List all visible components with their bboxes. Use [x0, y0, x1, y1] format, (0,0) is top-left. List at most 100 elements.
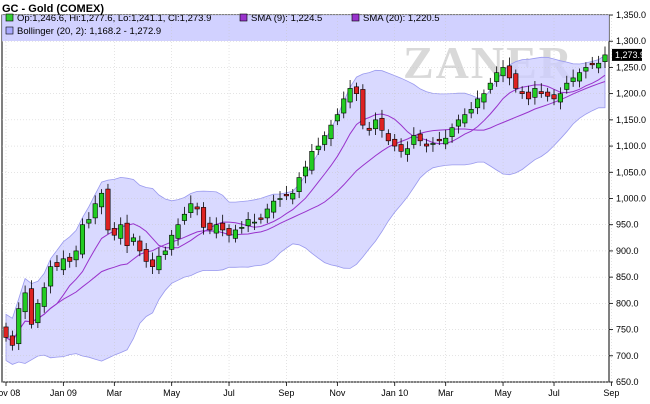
candle	[424, 138, 430, 153]
candle	[532, 81, 538, 105]
candle	[99, 189, 105, 215]
legend-item: SMA (20): 1,220.5	[351, 13, 440, 24]
x-tick-label: Jul	[548, 388, 560, 398]
candle-body	[41, 287, 47, 307]
candle	[468, 102, 474, 119]
x-tick-label: Mar	[438, 388, 454, 398]
candle-body	[73, 250, 79, 261]
candle-body	[60, 258, 66, 271]
candle-body	[341, 98, 347, 114]
legend-label: Op:1,246.6, Hi:1,277.6, Lo:1,241.1, Cl:1…	[17, 13, 211, 24]
y-tick-label: 850.0	[616, 272, 639, 282]
candle	[487, 77, 493, 94]
sma-9-line	[5, 74, 606, 343]
candle	[462, 108, 468, 128]
candle	[220, 214, 226, 237]
candle	[226, 224, 232, 243]
candle-body	[468, 109, 474, 114]
candle	[551, 89, 557, 106]
candle	[596, 55, 602, 74]
candle	[309, 143, 315, 175]
y-tick-label: 1,100.0	[616, 141, 646, 151]
legend-swatch	[351, 13, 360, 22]
candle	[557, 87, 563, 110]
candle	[124, 214, 130, 254]
candle-body	[22, 292, 28, 313]
candle	[506, 57, 512, 86]
candle	[86, 212, 92, 229]
y-tick-label: 1,350.0	[616, 10, 646, 20]
x-tick-label: Jul	[223, 388, 235, 398]
candle	[373, 112, 379, 136]
candle	[443, 129, 449, 150]
candle-body	[162, 250, 168, 255]
candle	[513, 69, 519, 93]
legend-band	[2, 15, 609, 41]
candle-body	[48, 266, 54, 287]
x-tick-label: Nov 08	[0, 388, 20, 398]
candle-body	[379, 117, 385, 131]
candle-body	[79, 224, 85, 255]
candle-body	[576, 72, 583, 82]
candle	[366, 121, 372, 136]
candle	[213, 217, 219, 239]
candle	[169, 229, 175, 256]
candle-body	[589, 62, 595, 66]
candle-body	[118, 224, 124, 239]
candle	[283, 185, 289, 201]
x-tick-label: May	[495, 388, 513, 398]
candle-body	[99, 192, 105, 208]
candle-body	[462, 114, 468, 124]
candle-body	[487, 82, 493, 90]
candle	[150, 252, 156, 274]
candle-body	[169, 234, 175, 250]
candle	[3, 322, 9, 342]
candle	[54, 255, 60, 271]
candle-body	[328, 124, 334, 140]
candle-body	[130, 237, 136, 242]
y-tick-label: 700.0	[616, 351, 639, 361]
candle	[398, 138, 404, 158]
candle-body	[315, 145, 321, 151]
candle-body	[105, 188, 111, 231]
candle-body	[296, 177, 302, 192]
candle-body	[500, 67, 506, 77]
legend: Op:1,246.6, Hi:1,277.6, Lo:1,241.1, Cl:1…	[5, 13, 440, 37]
candle	[436, 131, 442, 146]
x-axis: Nov 08 Jan 09 Mar May Jul Sep Nov Jan 10 Mar May J…	[0, 382, 619, 398]
last-price-box	[612, 48, 642, 61]
candle	[341, 91, 347, 119]
candle	[417, 129, 423, 147]
candle	[500, 60, 506, 83]
candle	[28, 280, 35, 329]
candle	[194, 202, 200, 216]
legend-item: Bollinger (20, 2): 1,168.2 - 1,272.9	[5, 26, 161, 37]
candle-body	[506, 65, 512, 79]
candle-body	[424, 143, 430, 147]
candle	[22, 285, 28, 320]
candle	[232, 224, 238, 243]
candle	[130, 233, 136, 246]
y-tick-label: 900.0	[616, 246, 639, 256]
candle	[41, 282, 47, 313]
x-tick-label: May	[163, 388, 181, 398]
candle-body	[436, 138, 442, 142]
y-tick-label: 1,000.0	[616, 194, 646, 204]
candle-body	[392, 138, 398, 147]
candle-body	[583, 67, 589, 72]
candle-body	[411, 135, 417, 145]
candle-body	[602, 54, 608, 62]
candle	[137, 235, 143, 257]
candle-body	[545, 91, 551, 97]
candle-body	[430, 143, 436, 145]
candle-body	[92, 203, 98, 219]
candle	[576, 68, 583, 88]
candle	[455, 114, 461, 134]
candle	[347, 80, 353, 109]
candle	[589, 56, 595, 70]
candle	[258, 213, 264, 224]
candle-body	[213, 224, 219, 234]
candle	[175, 218, 181, 246]
candle-body	[347, 88, 353, 103]
